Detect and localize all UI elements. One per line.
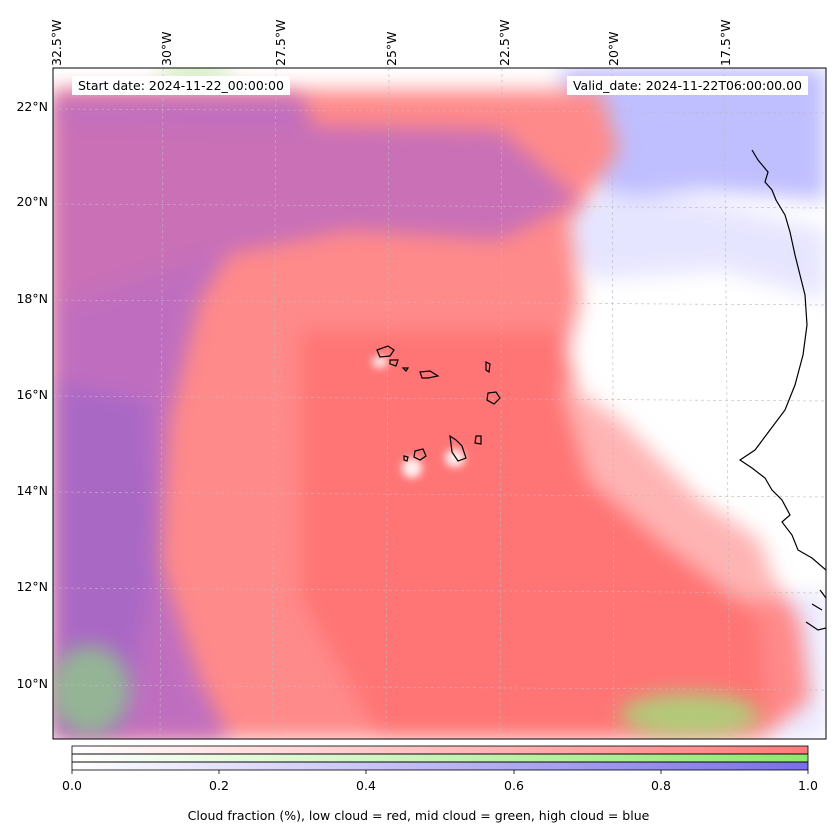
- colorbar-tick-0-2: 0.2: [209, 778, 229, 793]
- lat-label-18n: 18°N: [16, 291, 48, 306]
- colorbar-tick-0: 0.0: [62, 778, 82, 793]
- lat-label-10n: 10°N: [16, 676, 48, 691]
- cape-verde-islands: [376, 345, 501, 462]
- colorbar-high-band: [72, 762, 808, 770]
- colorbar-tick-0-6: 0.6: [504, 778, 524, 793]
- lat-label-16n: 16°N: [16, 387, 48, 402]
- low-cloud-layer: [53, 90, 810, 739]
- lat-label-14n: 14°N: [16, 483, 48, 498]
- mid-cloud-layer: [53, 68, 760, 737]
- gridlines: [53, 68, 826, 739]
- colorbar-low-band: [72, 746, 808, 754]
- colorbar-title: Cloud fraction (%), low cloud = red, mid…: [187, 808, 650, 823]
- lat-label-12n: 12°N: [16, 579, 48, 594]
- map-frame: [52, 67, 827, 740]
- start-date-label: Start date: 2024-11-22_00:00:00: [72, 76, 290, 95]
- colorbar-tick-0-8: 0.8: [651, 778, 671, 793]
- lat-label-22n: 22°N: [16, 99, 48, 114]
- colorbar-mid-band: [72, 754, 808, 762]
- lat-label-20n: 20°N: [16, 194, 48, 209]
- valid-date-label: Valid_date: 2024-11-22T06:00:00.00: [566, 76, 808, 95]
- colorbar-tick-0-4: 0.4: [356, 778, 376, 793]
- africa-coastline: [738, 149, 826, 631]
- colorbar-tick-1-0: 1.0: [798, 778, 818, 793]
- clear-sky-patches: [372, 356, 465, 478]
- colorbar: [71, 745, 809, 774]
